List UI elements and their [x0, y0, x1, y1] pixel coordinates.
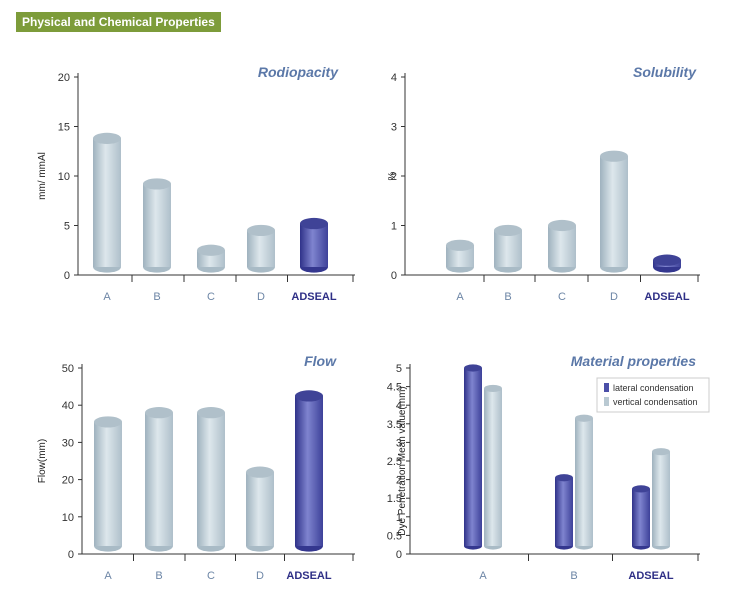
chart4-legend-swatch-lateral-condensation: [604, 383, 609, 392]
chart1-y-tick-label: 5: [64, 221, 70, 233]
chart2-y-tick-label: 2: [391, 171, 397, 183]
chart3-category-label-adseal: ADSEAL: [286, 570, 332, 582]
chart1-bar-a: [93, 132, 121, 273]
chart4-y-tick-label: 2.5: [387, 456, 402, 468]
chart4-y-tick-label: 2: [396, 475, 402, 487]
material-properties-chart: Material properties Dye Penetration Mean …: [387, 353, 710, 582]
chart4-bar-adseal-vertical-condensation: [652, 448, 670, 550]
chart3-title: Flow: [304, 353, 337, 369]
chart3-category-label-b: B: [155, 570, 162, 582]
solubility-chart: Solubility% 0 1 2 3 4 A B C D ADSEAL: [387, 64, 700, 303]
chart3-y-tick-label: 50: [62, 363, 74, 375]
chart3-y-axis-label: Flow(mm): [37, 439, 48, 483]
chart4-legend-swatch-vertical-condensation: [604, 397, 609, 406]
chart2-y-axis-label: %: [387, 171, 398, 180]
chart3-bar-c: [197, 407, 225, 552]
chart2-y-tick-label: 3: [391, 122, 397, 134]
chart1-bar-b: [143, 178, 171, 273]
chart2-bar-d: [600, 150, 628, 273]
chart2-bar-adseal: [653, 254, 681, 273]
chart2-y-tick-label: 1: [391, 221, 397, 233]
chart1-category-label-d: D: [257, 291, 265, 303]
chart3-y-tick-label: 40: [62, 400, 74, 412]
chart3-bar-a: [94, 416, 122, 552]
chart4-y-tick-label: 4: [396, 400, 402, 412]
chart4-category-label-a: A: [479, 570, 487, 582]
chart4-y-axis-label: Dye Penetration Mean value(mm): [397, 386, 408, 536]
chart4-category-label-b: B: [570, 570, 577, 582]
chart4-category-label-adseal: ADSEAL: [628, 570, 674, 582]
chart2-y-tick-label: 4: [391, 72, 397, 84]
chart1-y-tick-label: 15: [58, 122, 70, 134]
flow-chart: Flow Flow(mm) 0 10 20 30 40 50 A B C D ADSEAL: [37, 353, 355, 582]
chart3-y-tick-label: 0: [68, 549, 74, 561]
chart4-y-tick-label: 5: [396, 363, 402, 375]
chart4-bar-a-lateral-condensation: [464, 364, 482, 550]
chart2-bar-a: [446, 239, 474, 273]
chart3-category-label-a: A: [104, 570, 112, 582]
chart4-bar-b-lateral-condensation: [555, 474, 573, 550]
chart1-category-label-b: B: [153, 291, 160, 303]
chart4-y-tick-label: 3: [396, 437, 402, 449]
chart4-y-tick-label: 1: [396, 512, 402, 524]
chart1-y-tick-label: 0: [64, 270, 70, 282]
chart2-bar-c: [548, 219, 576, 273]
chart3-y-tick-label: 30: [62, 437, 74, 449]
chart2-title: Solubility: [633, 64, 697, 80]
chart1-y-axis-label: mm/ mmAl: [37, 152, 48, 200]
chart4-title: Material properties: [571, 353, 696, 369]
chart1-bar-c: [197, 244, 225, 273]
chart2-category-label-b: B: [504, 291, 511, 303]
chart4-bar-a-vertical-condensation: [484, 384, 502, 550]
chart4-bar-b-vertical-condensation: [575, 414, 593, 550]
chart2-category-label-a: A: [456, 291, 464, 303]
chart3-category-label-d: D: [256, 570, 264, 582]
chart1-bar-d: [247, 224, 275, 273]
chart4-y-tick-label: 3.5: [387, 419, 402, 431]
chart3-bar-d: [246, 466, 274, 552]
chart4-legend-box: [596, 377, 710, 413]
chart1-y-tick-label: 10: [58, 171, 70, 183]
chart2-category-label-c: C: [558, 291, 566, 303]
chart4-y-tick-label: 4.5: [387, 382, 402, 394]
chart2-category-label-adseal: ADSEAL: [644, 291, 690, 303]
chart4-legend-label-vertical-condensation: vertical condensation: [613, 397, 698, 407]
chart4-bar-adseal-lateral-condensation: [632, 485, 650, 550]
chart2-y-tick-label: 0: [391, 270, 397, 282]
chart4-y-tick-label: 0.5: [387, 530, 402, 542]
chart1-bar-adseal: [300, 217, 328, 273]
radiopacity-chart: Rodiopacity mm/ mmAl 0 5 10 15 20 A B C D ADSEAL: [37, 64, 355, 303]
chart1-category-label-a: A: [103, 291, 111, 303]
chart1-title: Rodiopacity: [258, 64, 339, 80]
chart4-legend-label-lateral-condensation: lateral condensation: [613, 383, 694, 393]
chart3-bar-adseal: [295, 390, 323, 552]
section-banner: Physical and Chemical Properties: [16, 12, 221, 32]
chart1-category-label-c: C: [207, 291, 215, 303]
chart4-legend: lateral condensation vertical condensatio…: [596, 377, 710, 413]
chart4-y-tick-label: 0: [396, 549, 402, 561]
chart3-bar-b: [145, 407, 173, 552]
chart1-y-tick-label: 20: [58, 72, 70, 84]
chart3-y-tick-label: 10: [62, 512, 74, 524]
chart4-y-tick-label: 1.5: [387, 493, 402, 505]
chart1-category-label-adseal: ADSEAL: [291, 291, 337, 303]
chart2-category-label-d: D: [610, 291, 618, 303]
chart3-y-tick-label: 20: [62, 475, 74, 487]
chart2-bar-b: [494, 224, 522, 273]
chart3-category-label-c: C: [207, 570, 215, 582]
